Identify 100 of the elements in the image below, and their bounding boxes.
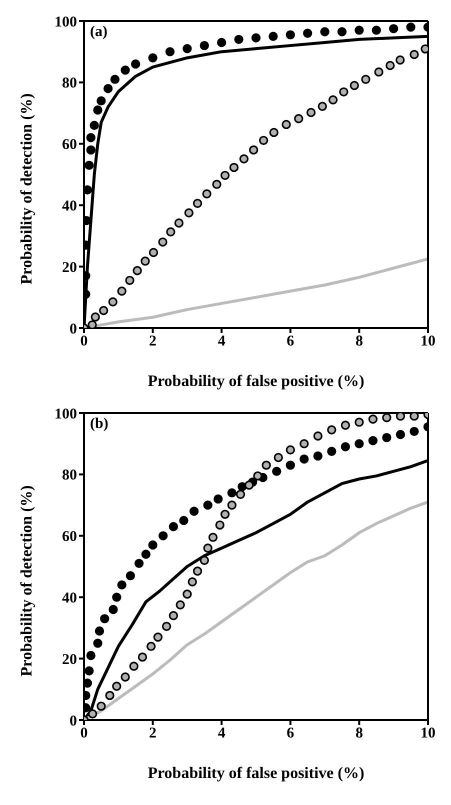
point <box>174 218 184 228</box>
point <box>262 460 271 470</box>
point <box>372 26 381 35</box>
point <box>203 500 212 510</box>
x-tick-label: 8 <box>355 726 363 742</box>
point <box>117 286 126 296</box>
x-tick-label: 10 <box>420 334 436 350</box>
point <box>93 105 102 115</box>
point <box>212 180 222 189</box>
point <box>88 709 98 718</box>
y-tick-label: 0 <box>70 713 77 730</box>
point <box>86 650 96 660</box>
point <box>208 532 218 542</box>
point <box>117 580 126 590</box>
y-tick-label: 0 <box>70 321 77 338</box>
point <box>389 24 398 34</box>
point <box>182 590 192 599</box>
point <box>340 420 350 430</box>
point <box>105 690 114 700</box>
y-tick-label: 20 <box>62 260 77 276</box>
point <box>140 256 150 266</box>
point <box>282 120 291 130</box>
x-tick-label: 0 <box>80 726 88 742</box>
x-axis-title: Probability of false positive (%) <box>148 765 364 782</box>
point <box>374 67 384 77</box>
point <box>340 442 350 452</box>
point <box>382 413 392 422</box>
point <box>202 189 212 198</box>
point <box>189 506 199 516</box>
point <box>217 38 226 48</box>
point <box>361 74 370 84</box>
point <box>94 626 104 636</box>
point <box>236 490 246 499</box>
point <box>253 471 262 481</box>
point <box>300 439 309 448</box>
point <box>354 439 364 448</box>
point <box>269 128 278 138</box>
point <box>134 558 144 568</box>
y-tick-label: 100 <box>54 14 77 30</box>
point <box>96 702 106 711</box>
x-tick-label: 6 <box>286 726 295 742</box>
point <box>112 682 122 691</box>
point <box>176 600 185 610</box>
point <box>112 592 122 602</box>
point <box>286 30 295 40</box>
point <box>396 430 406 440</box>
point <box>220 510 230 519</box>
point <box>86 145 96 155</box>
point <box>125 276 134 286</box>
point <box>126 571 136 580</box>
point <box>110 74 120 84</box>
point <box>320 27 330 36</box>
x-tick-label: 4 <box>218 334 226 350</box>
y-tick-label: 100 <box>54 406 77 422</box>
point <box>354 26 364 35</box>
point <box>410 426 419 436</box>
point <box>396 413 406 421</box>
point <box>84 666 94 676</box>
point <box>182 44 192 54</box>
point <box>313 451 323 461</box>
point <box>148 248 158 258</box>
point <box>148 540 158 550</box>
point <box>200 556 209 565</box>
point <box>179 516 188 526</box>
x-axis-title: Probability of false positive (%) <box>148 373 364 390</box>
point <box>203 543 212 553</box>
point <box>158 531 168 540</box>
point <box>214 494 223 504</box>
point <box>108 297 118 307</box>
point <box>234 34 244 44</box>
point <box>153 632 163 642</box>
point <box>368 436 378 446</box>
point <box>99 306 108 316</box>
point <box>306 108 316 118</box>
point <box>327 446 336 456</box>
x-tick-label: 0 <box>80 334 88 350</box>
point <box>84 678 92 688</box>
point <box>286 460 295 470</box>
point <box>337 27 347 36</box>
point <box>368 414 378 424</box>
point <box>84 185 92 194</box>
point <box>158 237 168 247</box>
point <box>303 28 312 38</box>
point <box>148 53 158 62</box>
point <box>184 208 194 218</box>
point <box>168 522 178 532</box>
point <box>274 452 283 462</box>
point <box>188 577 197 586</box>
point <box>103 84 113 94</box>
y-tick-label: 80 <box>62 468 77 484</box>
point <box>93 638 102 648</box>
point <box>339 87 348 97</box>
point <box>168 611 178 620</box>
point <box>258 136 268 146</box>
point <box>239 154 249 164</box>
point <box>286 445 295 454</box>
point <box>406 22 416 32</box>
point <box>192 566 202 576</box>
x-tick-label: 2 <box>149 334 157 350</box>
x-tick-label: 10 <box>420 726 436 742</box>
